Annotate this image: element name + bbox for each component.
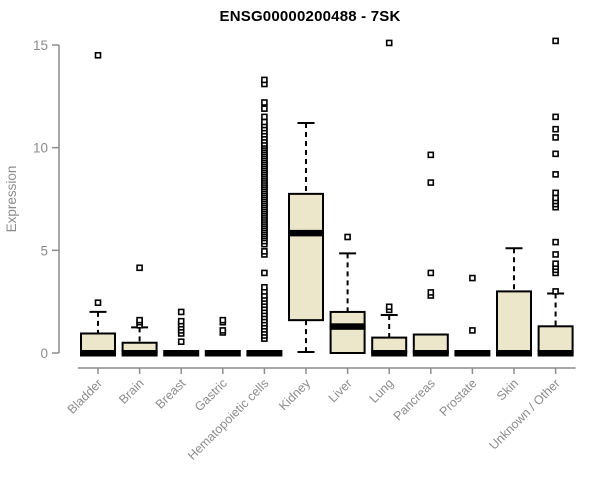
outlier-point-unknown-other — [552, 134, 559, 141]
outlier-point-bladder — [94, 51, 102, 59]
chart-title: ENSG00000200488 - 7SK — [219, 8, 401, 25]
outlier-point-gastric — [219, 316, 227, 324]
category-label-bladder: Bladder — [65, 376, 105, 416]
outlier-point-bladder — [94, 299, 102, 306]
outlier-point-lung — [385, 39, 393, 47]
outlier-point-breast — [177, 308, 185, 316]
category-label-breast: Breast — [153, 376, 189, 412]
category-label-kidney: Kidney — [276, 376, 313, 413]
outlier-point-gastric — [219, 327, 227, 334]
median-skin — [496, 350, 532, 357]
y-tick-label: 15 — [33, 38, 48, 53]
outlier-point-unknown-other — [552, 251, 559, 258]
y-tick-label: 10 — [33, 141, 48, 156]
outlier-point-breast — [177, 317, 185, 325]
outlier-point-liver — [344, 233, 351, 241]
box-unknown-other — [537, 325, 574, 355]
outlier-point-unknown-other — [552, 194, 559, 202]
box-liver — [329, 310, 366, 354]
category-label-brain: Brain — [116, 376, 147, 407]
outlier-point-pancreas — [427, 151, 435, 159]
median-brain — [121, 350, 158, 357]
category-label-unknown-other: Unknown / Other — [486, 376, 562, 452]
outlier-point-unknown-other — [552, 125, 559, 133]
category-label-skin: Skin — [494, 376, 521, 403]
outlier-point-unknown-other — [552, 260, 559, 267]
category-label-prostate: Prostate — [437, 376, 480, 419]
category-label-hematopoietic-cells: Hematopoietic cells — [185, 376, 272, 463]
category-label-lung: Lung — [367, 376, 397, 406]
y-tick-label: 0 — [40, 346, 48, 361]
outlier-point-prostate — [469, 274, 476, 282]
outlier-point-pancreas — [427, 179, 435, 186]
outlier-point-brain — [136, 264, 143, 272]
outlier-point-unknown-other — [552, 150, 559, 158]
outlier-point-unknown-other — [552, 189, 559, 197]
outlier-point-unknown-other — [552, 238, 559, 246]
median-gastric — [204, 350, 241, 357]
outlier-point-hematopoietic-cells — [261, 105, 268, 112]
outlier-point-hematopoietic-cells — [261, 118, 268, 126]
median-pancreas — [412, 350, 449, 357]
outlier-point-prostate — [469, 327, 476, 334]
median-hematopoietic-cells — [246, 350, 283, 357]
median-unknown-other — [537, 350, 574, 357]
median-bladder — [80, 350, 116, 357]
outlier-point-unknown-other — [552, 288, 559, 295]
outlier-point-breast — [177, 338, 185, 346]
outlier-point-lung — [385, 303, 393, 311]
outlier-point-unknown-other — [552, 113, 559, 121]
y-axis-title: Expression — [4, 166, 19, 233]
outlier-point-hematopoietic-cells — [261, 76, 268, 84]
median-lung — [371, 350, 408, 357]
median-kidney — [288, 229, 324, 237]
category-label-gastric: Gastric — [192, 376, 230, 414]
outlier-point-hematopoietic-cells — [261, 113, 268, 121]
median-breast — [163, 350, 200, 357]
category-label-liver: Liver — [326, 376, 355, 405]
median-liver — [329, 323, 366, 330]
box-kidney — [288, 192, 324, 322]
outlier-point-unknown-other — [552, 171, 559, 178]
category-label-pancreas: Pancreas — [391, 376, 438, 423]
outlier-point-pancreas — [427, 289, 435, 296]
outlier-point-hematopoietic-cells — [261, 248, 268, 255]
y-tick-label: 5 — [40, 243, 48, 258]
outlier-point-hematopoietic-cells — [261, 269, 268, 277]
outlier-point-hematopoietic-cells — [261, 99, 268, 106]
box-skin — [496, 290, 532, 354]
outlier-point-pancreas — [427, 269, 435, 277]
outlier-point-brain — [136, 316, 143, 324]
outlier-point-hematopoietic-cells — [261, 283, 268, 291]
median-prostate — [454, 350, 491, 357]
outlier-point-unknown-other — [552, 37, 559, 45]
